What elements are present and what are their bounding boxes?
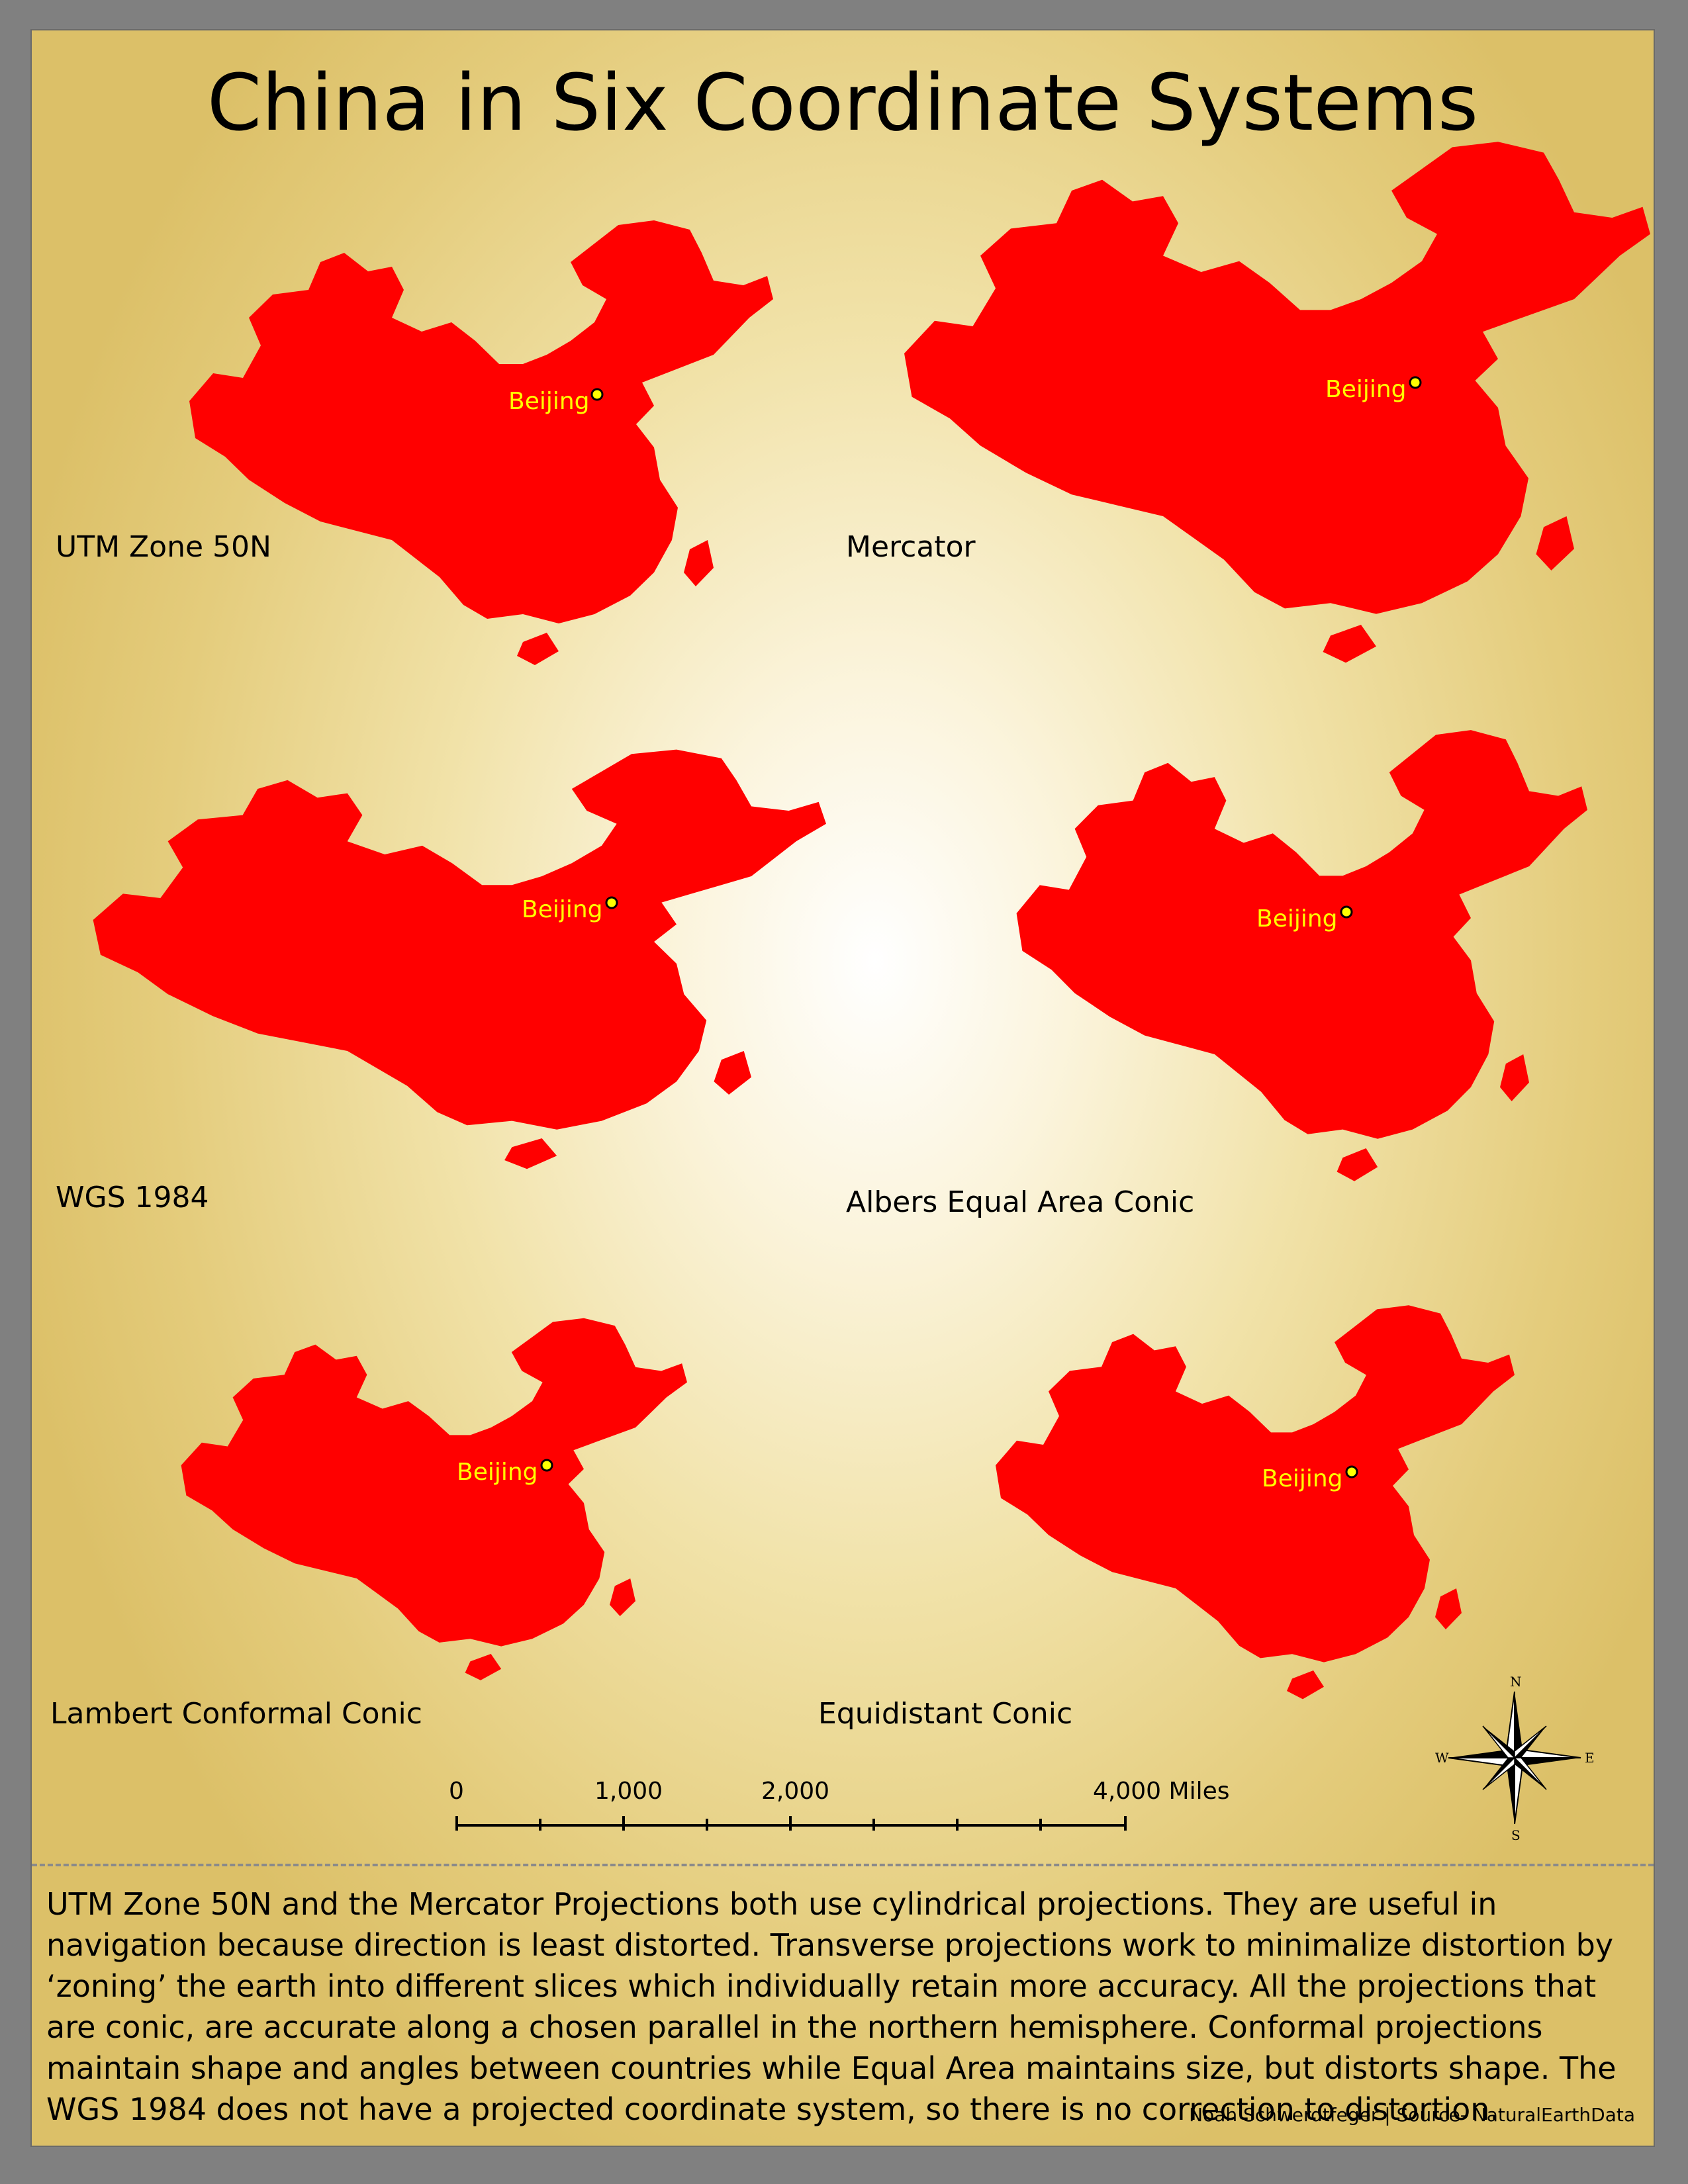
west-letter: W bbox=[1435, 1750, 1449, 1766]
scale-bar-graphic bbox=[455, 1816, 1127, 1831]
china-shape-equidistant bbox=[996, 1305, 1515, 1700]
north-letter: N bbox=[1510, 1674, 1522, 1690]
map-wgs-1984 bbox=[78, 745, 827, 1182]
beijing-label: Beijing bbox=[457, 1459, 538, 1486]
projection-label-equidistant: Equidistant Conic bbox=[818, 1697, 1073, 1731]
beijing-marker-equidistant: Beijing bbox=[1262, 1465, 1358, 1492]
beijing-marker-wgs: Beijing bbox=[522, 896, 618, 923]
beijing-dot bbox=[1409, 376, 1422, 389]
compass-rose-icon: N S E W bbox=[1435, 1674, 1594, 1843]
beijing-label: Beijing bbox=[1325, 376, 1407, 403]
projection-label-mercator: Mercator bbox=[846, 530, 976, 564]
china-shape-lambert bbox=[181, 1318, 688, 1680]
projection-label-utm: UTM Zone 50N bbox=[56, 530, 271, 564]
beijing-label: Beijing bbox=[1262, 1465, 1343, 1492]
beijing-marker-albers: Beijing bbox=[1256, 905, 1353, 933]
map-mercator bbox=[889, 136, 1650, 679]
beijing-dot bbox=[605, 896, 618, 909]
china-shape-mercator bbox=[904, 142, 1650, 663]
scale-bar: 0 1,000 2,000 4,000 Miles bbox=[449, 1778, 1229, 1837]
beijing-label: Beijing bbox=[522, 896, 603, 923]
beijing-label: Beijing bbox=[1256, 905, 1338, 933]
beijing-dot bbox=[1340, 905, 1353, 919]
china-shape-wgs bbox=[93, 749, 827, 1169]
east-letter: E bbox=[1585, 1750, 1594, 1766]
beijing-marker-utm: Beijing bbox=[508, 388, 604, 415]
beijing-dot bbox=[590, 388, 604, 401]
beijing-dot bbox=[1345, 1465, 1358, 1479]
map-lambert bbox=[171, 1314, 688, 1692]
map-albers bbox=[1005, 725, 1587, 1195]
scale-tick-label: 0 bbox=[449, 1778, 464, 1805]
projection-label-albers: Albers Equal Area Conic bbox=[846, 1185, 1195, 1219]
scale-tick-label: 4,000 Miles bbox=[1093, 1778, 1230, 1805]
beijing-label: Beijing bbox=[508, 388, 590, 415]
beijing-marker-mercator: Beijing bbox=[1325, 376, 1422, 403]
south-letter: S bbox=[1511, 1827, 1521, 1843]
description-text: UTM Zone 50N and the Mercator Projection… bbox=[46, 1886, 1617, 2127]
beijing-dot bbox=[540, 1459, 553, 1472]
projection-label-lambert: Lambert Conformal Conic bbox=[50, 1697, 422, 1731]
map-poster: China in Six Coordinate Systems Beijing … bbox=[30, 29, 1655, 2147]
china-shape-albers bbox=[1016, 730, 1587, 1181]
map-equidistant-conic bbox=[985, 1301, 1515, 1711]
projection-label-wgs: WGS 1984 bbox=[56, 1181, 209, 1214]
scale-tick-label: 2,000 bbox=[761, 1778, 830, 1805]
china-shape-utm bbox=[189, 220, 773, 665]
scale-tick-label: 1,000 bbox=[594, 1778, 663, 1805]
section-divider bbox=[32, 1864, 1654, 1866]
beijing-marker-lambert: Beijing bbox=[457, 1459, 553, 1486]
map-utm-zone-50n bbox=[177, 216, 773, 679]
credit-text: Noah Schwerdtfeger | Source- NaturalEart… bbox=[1189, 2104, 1635, 2126]
poster-title: China in Six Coordinate Systems bbox=[207, 57, 1479, 148]
